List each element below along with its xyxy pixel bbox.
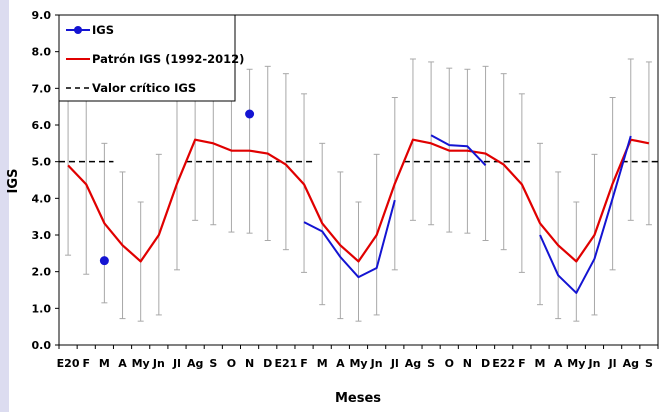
x-tick-label: M <box>535 357 546 370</box>
igs-series-line <box>430 134 487 167</box>
y-tick-label: 6.0 <box>32 119 52 132</box>
igs-point-marker <box>99 256 109 266</box>
y-tick-label: 5.0 <box>32 156 52 169</box>
y-tick-label: 0.0 <box>32 339 52 352</box>
x-tick-label: F <box>82 357 90 370</box>
x-tick-label: A <box>336 357 345 370</box>
y-tick-label: 1.0 <box>32 302 52 315</box>
igs-series-line <box>303 199 396 279</box>
x-tick-label: S <box>209 357 217 370</box>
x-tick-label: Jl <box>390 357 399 370</box>
x-tick-label: Jn <box>588 357 601 370</box>
x-tick-label: D <box>263 357 272 370</box>
y-tick-label: 8.0 <box>32 46 52 59</box>
legend: IGS Patrón IGS (1992-2012) Valor crítico… <box>58 14 244 102</box>
y-tick-label: 7.0 <box>32 82 52 95</box>
x-tick-label: O <box>445 357 454 370</box>
left-decorative-strip <box>0 0 9 412</box>
x-tick-label: A <box>118 357 127 370</box>
y-axis: 0.0 1.0 2.0 3.0 4.0 5.0 6.0 7.0 8.0 9.0 <box>32 9 59 352</box>
x-tick-label: N <box>463 357 472 370</box>
x-tick-label: S <box>645 357 653 370</box>
x-tick-label: Jn <box>370 357 383 370</box>
igs-series-group <box>99 109 632 294</box>
x-tick-label: My <box>349 357 367 370</box>
legend-swatch-igs-marker <box>74 26 82 34</box>
x-tick-label: Jn <box>152 357 165 370</box>
y-tick-label: 3.0 <box>32 229 52 242</box>
x-tick-label: My <box>132 357 150 370</box>
x-tick-label: E21 <box>274 357 297 370</box>
x-tick-label: Ag <box>187 357 203 370</box>
legend-item-critico: Valor crítico IGS <box>66 81 196 95</box>
legend-item-patron: Patrón IGS (1992-2012) <box>66 52 244 66</box>
x-tick-label: A <box>554 357 563 370</box>
x-axis: E20 F M A My Jn Jl Ag S O N D E21 F M A My Jn Jl Ag S O N D E22 F… <box>57 345 659 370</box>
x-tick-label: D <box>481 357 490 370</box>
y-tick-label: 4.0 <box>32 192 52 205</box>
pattern-series-line <box>67 138 650 263</box>
x-tick-label: E20 <box>57 357 80 370</box>
x-tick-label: Jl <box>608 357 617 370</box>
x-tick-label: M <box>99 357 110 370</box>
x-tick-label: Ag <box>405 357 421 370</box>
legend-item-igs: IGS <box>66 23 114 37</box>
x-tick-label: F <box>300 357 308 370</box>
x-axis-title: Meses <box>335 391 381 406</box>
x-tick-label: S <box>427 357 435 370</box>
legend-label-patron: Patrón IGS (1992-2012) <box>92 52 244 66</box>
igs-point-marker <box>245 109 255 119</box>
y-tick-label: 9.0 <box>32 9 52 22</box>
x-tick-label: F <box>518 357 526 370</box>
legend-label-critico: Valor crítico IGS <box>92 81 196 95</box>
pattern-series-group <box>67 138 650 263</box>
y-tick-label: 2.0 <box>32 266 52 279</box>
x-tick-label: E22 <box>492 357 515 370</box>
igs-series-line <box>539 135 632 294</box>
x-tick-label: Jl <box>172 357 181 370</box>
x-tick-label: Ag <box>623 357 639 370</box>
x-tick-label: N <box>245 357 254 370</box>
x-tick-label: My <box>567 357 585 370</box>
y-axis-title: IGS <box>6 169 21 194</box>
x-tick-label: M <box>317 357 328 370</box>
legend-label-igs: IGS <box>92 23 114 37</box>
x-tick-label: O <box>227 357 236 370</box>
